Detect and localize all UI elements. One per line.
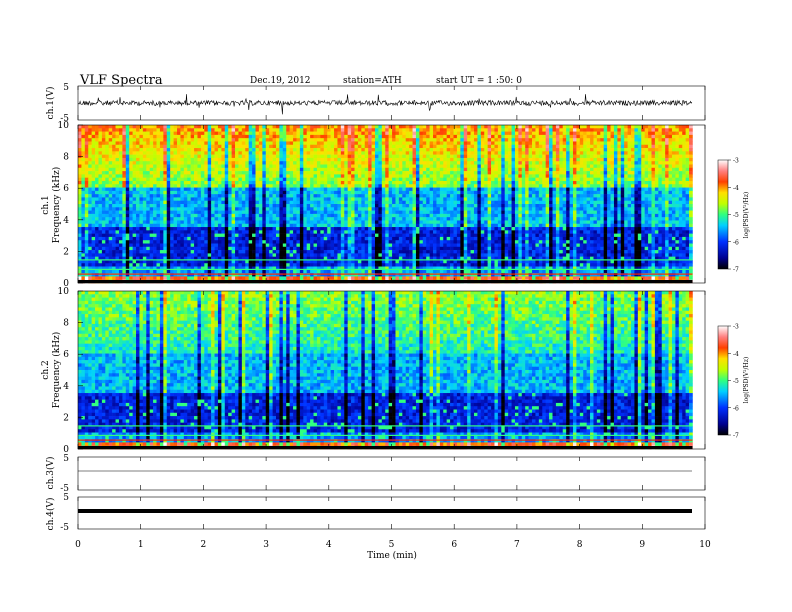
ch4-panel: ch.4(V) 5 -5 — [45, 493, 706, 533]
x-tick-label: 2 — [201, 540, 207, 550]
ch1-spectrogram-panel: ch.1 Frequency (kHz) 0 2 4 6 8 10 — [41, 121, 706, 289]
colorbar-tick-label: -5 — [733, 212, 739, 219]
x-tick-label: 7 — [514, 540, 520, 550]
ch3-ytick-top: 5 — [63, 454, 69, 464]
ch2-spec-yticks: 0 2 4 6 8 10 — [58, 287, 83, 455]
spec-ytick-label: 4 — [63, 382, 69, 392]
ch1-colorbar-label: log(PSD(V²/Hz) — [743, 192, 750, 239]
ch1-spec-yticks: 0 2 4 6 8 10 — [58, 121, 83, 289]
spec-ytick-label: 10 — [58, 121, 70, 131]
header-date: Dec.19, 2012 — [250, 76, 311, 86]
ch3-ylabel: ch.3(V) — [45, 457, 56, 490]
spec-ytick-label: 6 — [63, 350, 69, 360]
ch1-ylabel: ch.1(V) — [45, 87, 56, 120]
ch2-colorbar-ticks: -3 -4 -5 -6 -7 — [728, 324, 739, 440]
x-axis-tick-labels: 0 1 2 3 4 5 6 7 8 9 10 — [75, 540, 711, 550]
spec-ytick-label: 0 — [63, 279, 69, 289]
x-axis-ticks — [77, 86, 706, 529]
x-tick-label: 4 — [326, 540, 332, 550]
figure-title: VLF Spectra — [79, 73, 163, 88]
spec-ytick-label: 10 — [58, 287, 70, 297]
colorbar-tick-label: -4 — [733, 351, 739, 358]
ch4-waveform — [78, 509, 692, 513]
colorbar-tick-label: -6 — [733, 405, 739, 412]
x-tick-label: 0 — [75, 540, 81, 550]
ch4-ytick-bottom: -5 — [60, 523, 69, 533]
ch2-spec-ylabel: Frequency (kHz) — [51, 332, 62, 409]
ch2-colorbar: -3 -4 -5 -6 -7 log(PSD(V²/Hz) — [717, 324, 750, 440]
ch4-ytick-top: 5 — [63, 493, 69, 503]
colorbar-tick-label: -6 — [733, 239, 739, 246]
ch3-ytick-bottom: -5 — [60, 484, 69, 494]
x-tick-label: 1 — [138, 540, 144, 550]
header-station: station=ATH — [343, 76, 402, 86]
x-tick-label: 3 — [263, 540, 269, 550]
ch1-spectrogram — [78, 125, 693, 284]
ch1-ytick-bottom: -5 — [60, 114, 69, 124]
spec-ytick-label: 4 — [63, 216, 69, 226]
colorbar-tick-label: -3 — [733, 324, 739, 331]
ch1-spec-ylabel: Frequency (kHz) — [51, 167, 62, 244]
ch2-spectrogram-panel: ch.2 Frequency (kHz) 0 2 4 6 8 10 — [41, 287, 706, 455]
spec-ytick-label: 0 — [63, 445, 69, 455]
spec-ytick-label: 2 — [63, 413, 69, 423]
x-tick-label: 5 — [389, 540, 395, 550]
colorbar-tick-label: -7 — [733, 433, 739, 440]
x-tick-label: 10 — [699, 540, 711, 550]
colorbar-tick-label: -4 — [733, 185, 739, 192]
x-axis-label: Time (min) — [367, 550, 417, 561]
ch1-panel: ch.1(V) 5 -5 — [45, 83, 706, 124]
colorbar-tick-label: -7 — [733, 267, 739, 274]
ch4-ylabel: ch.4(V) — [45, 498, 56, 531]
header-start: start UT = 1 :50: 0 — [436, 76, 522, 86]
ch1-ytick-top: 5 — [63, 83, 69, 93]
x-tick-label: 6 — [451, 540, 457, 550]
ch1-colorbar-ticks: -3 -4 -5 -6 -7 — [728, 158, 739, 274]
x-tick-label: 8 — [577, 540, 583, 550]
ch3-panel: ch.3(V) 5 -5 — [45, 454, 706, 494]
ch1-colorbar: -3 -4 -5 -6 -7 log(PSD(V²/Hz) — [717, 158, 750, 274]
ch1-spec-channel-label: ch.1 — [41, 195, 51, 214]
ch1-waveform — [77, 94, 693, 115]
ch2-spectrogram — [78, 291, 693, 450]
x-tick-label: 9 — [639, 540, 645, 550]
ch2-spec-channel-label: ch.2 — [41, 360, 51, 379]
colorbar-tick-label: -3 — [733, 158, 739, 165]
spec-ytick-label: 6 — [63, 184, 69, 194]
spec-ytick-label: 8 — [63, 153, 69, 163]
spec-ytick-label: 8 — [63, 319, 69, 329]
spec-ytick-label: 2 — [63, 247, 69, 257]
ch2-colorbar-label: log(PSD(V²/Hz) — [743, 357, 750, 404]
colorbar-tick-label: -5 — [733, 378, 739, 385]
